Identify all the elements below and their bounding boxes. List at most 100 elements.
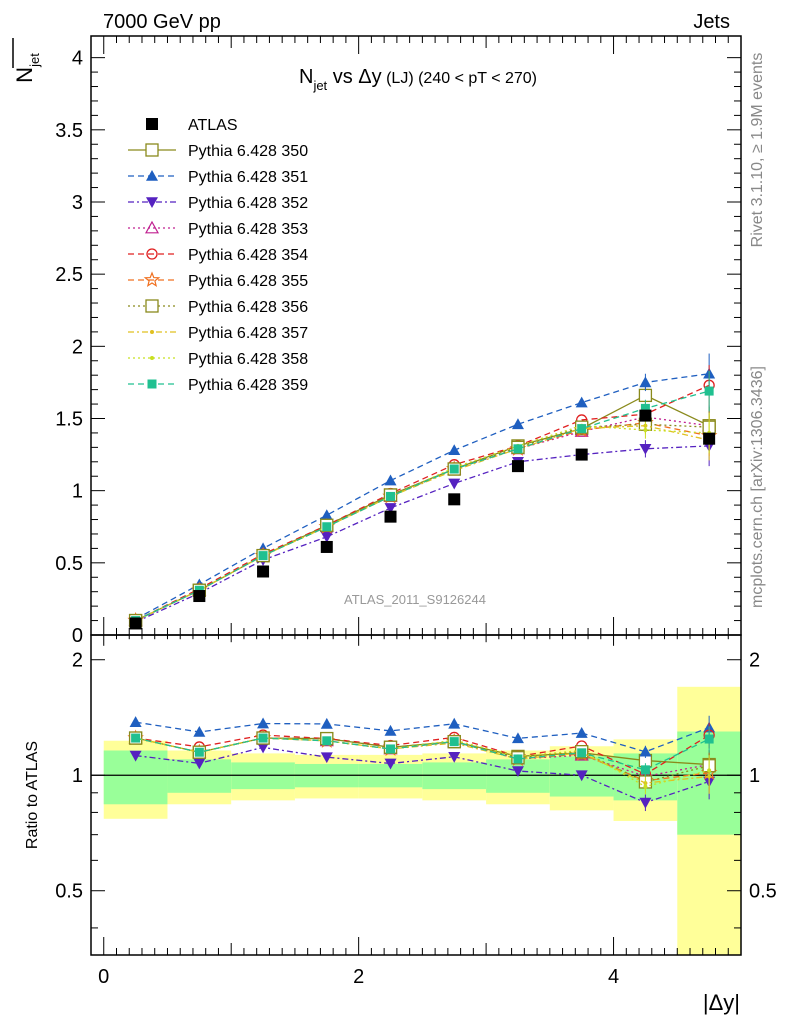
ratio-panel: 0 2 4 0.5 0.5 1 1 2 2 — [55, 634, 777, 988]
series-line — [135, 384, 710, 622]
series-line — [135, 422, 710, 622]
ratio-point — [131, 733, 141, 743]
ratio-point — [257, 717, 270, 729]
ratio-point — [575, 770, 588, 782]
y-tick-label: 3.5 — [55, 120, 83, 142]
x-tick-label: 2 — [353, 966, 364, 988]
legend-marker — [146, 248, 158, 260]
series-point — [577, 424, 587, 434]
series-point — [639, 376, 652, 388]
ratio-point — [193, 758, 206, 770]
series-point — [511, 418, 524, 430]
ratio-point — [643, 784, 648, 789]
legend-label: Pythia 6.428 353 — [188, 221, 308, 238]
y-tick-label: 0.5 — [55, 553, 83, 575]
series-1 — [128, 386, 716, 628]
ratio-point — [639, 797, 652, 809]
series-point — [320, 509, 333, 520]
legend-marker — [150, 356, 154, 360]
series-line — [135, 394, 710, 622]
ratio-point — [258, 733, 268, 743]
ratio-series-2 — [129, 715, 716, 758]
legend-entry-7: Pythia 6.428 356 — [128, 299, 308, 316]
ratio-point — [511, 766, 524, 778]
ylabel-main: N — [12, 67, 37, 83]
legend-marker — [145, 143, 159, 157]
series-line — [135, 390, 710, 622]
title-mid: vs Δy — [327, 66, 381, 88]
rivet-label: Rivet 3.1.10, ≥ 1.9M events — [749, 53, 766, 248]
legend-entry-6: Pythia 6.428 355 — [128, 271, 308, 290]
series-line — [135, 425, 710, 622]
series-10 — [131, 370, 714, 626]
series-point — [320, 532, 333, 543]
legend-marker — [146, 197, 158, 208]
y-tick-label: 4 — [72, 48, 83, 70]
legend-label: Pythia 6.428 351 — [188, 169, 308, 186]
series-point — [448, 478, 461, 490]
atlas-point — [384, 510, 397, 523]
ratio-point — [384, 758, 397, 770]
ratio-tick-label-right: 1 — [749, 765, 760, 787]
ratio-point — [322, 736, 332, 746]
ratio-y-axis-label: Ratio to ATLAS — [24, 741, 41, 849]
y-tick-label: 3 — [72, 192, 83, 214]
atlas-point — [193, 590, 206, 603]
legend-marker — [143, 271, 161, 288]
title-small: (LJ) (240 < pT < 270) — [382, 70, 537, 87]
ratio-frame — [90, 634, 742, 956]
series-point — [449, 464, 459, 474]
ratio-point — [448, 717, 461, 729]
series-2 — [129, 353, 716, 624]
ratio-point — [448, 751, 461, 763]
atlas-data — [129, 409, 716, 630]
atlas-point — [320, 540, 333, 553]
ratio-series-line — [135, 746, 710, 804]
ratio-point — [640, 765, 650, 775]
legend-entry-2: Pythia 6.428 351 — [128, 169, 308, 186]
legend-entry-3: Pythia 6.428 352 — [128, 195, 308, 212]
energy-label: 7000 GeV pp — [103, 11, 221, 33]
legend: ATLAS Pythia 6.428 350 Pythia 6.428 351 Pyt… — [128, 117, 308, 394]
series-point — [513, 444, 523, 454]
legend-entry-1: Pythia 6.428 350 — [128, 143, 308, 160]
ratio-point — [320, 752, 333, 764]
series-point — [643, 428, 648, 433]
series-line — [135, 416, 710, 622]
legend-entry-atlas: ATLAS — [146, 117, 238, 134]
series-line — [135, 373, 710, 620]
plot-title: Njet vs Δy (LJ) (240 < pT < 270) — [299, 66, 537, 93]
ratio-point — [639, 745, 652, 757]
series-point — [575, 396, 588, 408]
series-point — [384, 474, 397, 486]
series-point — [384, 503, 397, 514]
title-main: N — [299, 66, 313, 88]
ratio-point — [511, 732, 524, 744]
series-point — [638, 388, 653, 403]
legend-marker — [145, 299, 159, 313]
legend-label: Pythia 6.428 350 — [188, 143, 308, 160]
ratio-tick-label-right: 2 — [749, 650, 760, 672]
legend-label: Pythia 6.428 352 — [188, 195, 308, 212]
ratio-point — [449, 737, 459, 747]
category-label: Jets — [693, 11, 730, 33]
legend-label: Pythia 6.428 359 — [188, 377, 308, 394]
legend-label: ATLAS — [188, 117, 238, 134]
ratio-series-line — [135, 737, 710, 784]
series-line — [135, 425, 710, 622]
ratio-tick-label: 0.5 — [55, 881, 83, 903]
legend-label: Pythia 6.428 357 — [188, 325, 308, 342]
ratio-point — [577, 748, 587, 758]
main-panel: 0 0.5 1 1.5 2 2.5 3 3.5 4 — [55, 35, 742, 647]
atlas-point — [639, 409, 652, 422]
legend-entry-8: Pythia 6.428 357 — [128, 325, 308, 342]
ratio-tick-label-right: 0.5 — [749, 881, 777, 903]
series-point — [386, 491, 396, 501]
ratio-point — [193, 725, 206, 737]
ratio-series-10 — [131, 726, 714, 777]
y-axis-label: Njet — [12, 53, 42, 83]
series-point — [639, 444, 652, 455]
legend-marker — [150, 330, 154, 334]
ratio-point — [575, 727, 588, 738]
ratio-point — [386, 744, 396, 754]
